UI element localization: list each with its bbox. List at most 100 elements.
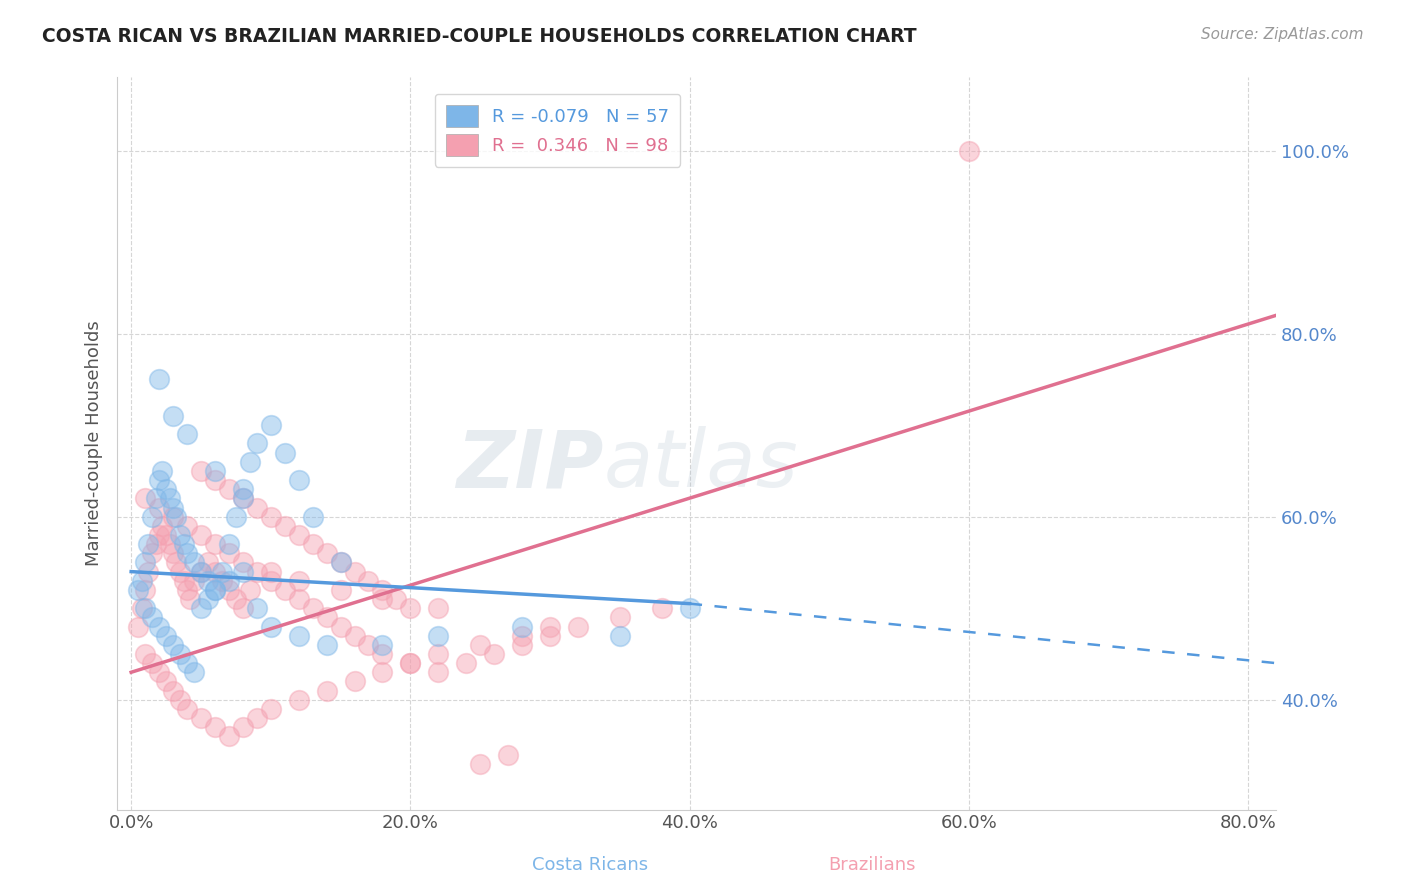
- Point: [510, 638, 533, 652]
- Point: [246, 436, 269, 450]
- Point: [225, 592, 247, 607]
- Point: [127, 619, 149, 633]
- Point: [150, 519, 173, 533]
- Point: [183, 556, 205, 570]
- Point: [399, 656, 422, 670]
- Point: [159, 491, 181, 506]
- Point: [538, 629, 561, 643]
- Point: [957, 144, 980, 158]
- Point: [385, 592, 408, 607]
- Point: [204, 565, 226, 579]
- Point: [678, 601, 700, 615]
- Point: [211, 565, 233, 579]
- Point: [141, 509, 163, 524]
- Point: [260, 702, 283, 716]
- Point: [287, 574, 309, 588]
- Text: Brazilians: Brazilians: [828, 856, 915, 874]
- Point: [173, 574, 195, 588]
- Point: [145, 537, 167, 551]
- Point: [176, 582, 198, 597]
- Point: [134, 647, 156, 661]
- Point: [371, 647, 394, 661]
- Point: [190, 528, 212, 542]
- Point: [218, 546, 240, 560]
- Point: [329, 619, 352, 633]
- Point: [176, 702, 198, 716]
- Point: [260, 619, 283, 633]
- Text: atlas: atlas: [603, 426, 799, 505]
- Point: [159, 537, 181, 551]
- Point: [162, 500, 184, 515]
- Point: [246, 601, 269, 615]
- Point: [162, 683, 184, 698]
- Point: [190, 601, 212, 615]
- Point: [148, 619, 170, 633]
- Point: [260, 509, 283, 524]
- Point: [179, 592, 201, 607]
- Point: [246, 711, 269, 725]
- Point: [204, 464, 226, 478]
- Point: [427, 601, 450, 615]
- Point: [148, 372, 170, 386]
- Point: [329, 582, 352, 597]
- Point: [176, 546, 198, 560]
- Point: [301, 601, 323, 615]
- Point: [190, 711, 212, 725]
- Point: [301, 537, 323, 551]
- Point: [315, 683, 337, 698]
- Point: [136, 565, 159, 579]
- Point: [141, 610, 163, 624]
- Point: [165, 556, 187, 570]
- Point: [148, 473, 170, 487]
- Point: [371, 638, 394, 652]
- Point: [176, 656, 198, 670]
- Point: [456, 656, 478, 670]
- Point: [169, 647, 191, 661]
- Point: [197, 574, 219, 588]
- Point: [165, 509, 187, 524]
- Point: [162, 638, 184, 652]
- Point: [218, 582, 240, 597]
- Point: [232, 565, 254, 579]
- Point: [287, 528, 309, 542]
- Point: [470, 638, 492, 652]
- Point: [148, 665, 170, 680]
- Point: [343, 674, 366, 689]
- Point: [232, 491, 254, 506]
- Point: [218, 537, 240, 551]
- Point: [399, 601, 422, 615]
- Legend: R = -0.079   N = 57, R =  0.346   N = 98: R = -0.079 N = 57, R = 0.346 N = 98: [434, 94, 681, 167]
- Point: [190, 565, 212, 579]
- Point: [371, 592, 394, 607]
- Point: [609, 629, 631, 643]
- Point: [343, 629, 366, 643]
- Point: [274, 582, 297, 597]
- Point: [169, 565, 191, 579]
- Point: [315, 638, 337, 652]
- Point: [218, 574, 240, 588]
- Text: Source: ZipAtlas.com: Source: ZipAtlas.com: [1201, 27, 1364, 42]
- Point: [329, 556, 352, 570]
- Point: [274, 519, 297, 533]
- Point: [538, 619, 561, 633]
- Point: [197, 556, 219, 570]
- Point: [169, 528, 191, 542]
- Point: [232, 556, 254, 570]
- Point: [127, 582, 149, 597]
- Point: [155, 528, 177, 542]
- Point: [232, 720, 254, 734]
- Point: [567, 619, 589, 633]
- Point: [329, 556, 352, 570]
- Point: [239, 455, 262, 469]
- Point: [232, 482, 254, 496]
- Text: ZIP: ZIP: [457, 426, 603, 505]
- Point: [482, 647, 505, 661]
- Point: [427, 665, 450, 680]
- Point: [183, 665, 205, 680]
- Point: [399, 656, 422, 670]
- Point: [176, 519, 198, 533]
- Point: [204, 537, 226, 551]
- Point: [155, 629, 177, 643]
- Point: [357, 574, 380, 588]
- Point: [470, 756, 492, 771]
